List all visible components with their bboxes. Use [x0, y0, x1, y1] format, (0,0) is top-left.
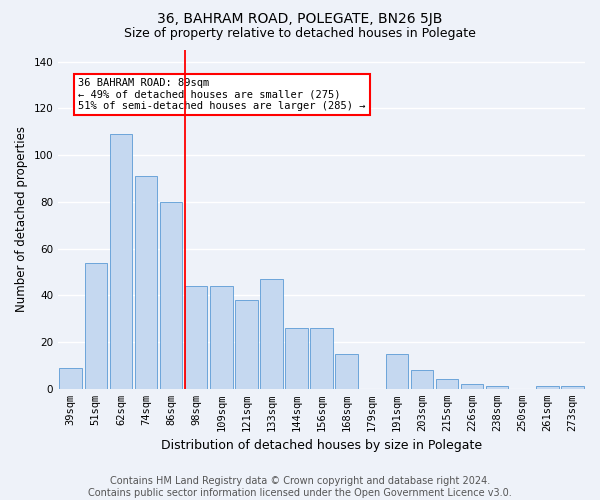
Bar: [285, 328, 308, 389]
Text: Contains HM Land Registry data © Crown copyright and database right 2024.
Contai: Contains HM Land Registry data © Crown c…: [88, 476, 512, 498]
Bar: [110, 134, 132, 389]
Bar: [410, 370, 433, 389]
Bar: [461, 384, 484, 389]
Text: Size of property relative to detached houses in Polegate: Size of property relative to detached ho…: [124, 28, 476, 40]
Bar: [185, 286, 208, 389]
Bar: [160, 202, 182, 389]
Bar: [134, 176, 157, 389]
Bar: [335, 354, 358, 389]
Bar: [235, 300, 257, 389]
Text: 36, BAHRAM ROAD, POLEGATE, BN26 5JB: 36, BAHRAM ROAD, POLEGATE, BN26 5JB: [157, 12, 443, 26]
Bar: [85, 262, 107, 389]
Bar: [59, 368, 82, 389]
Bar: [310, 328, 333, 389]
Bar: [536, 386, 559, 389]
Bar: [436, 380, 458, 389]
Bar: [561, 386, 584, 389]
Bar: [386, 354, 408, 389]
Bar: [260, 279, 283, 389]
Bar: [486, 386, 508, 389]
Bar: [210, 286, 233, 389]
Text: 36 BAHRAM ROAD: 89sqm
← 49% of detached houses are smaller (275)
51% of semi-det: 36 BAHRAM ROAD: 89sqm ← 49% of detached …: [78, 78, 366, 111]
Y-axis label: Number of detached properties: Number of detached properties: [15, 126, 28, 312]
X-axis label: Distribution of detached houses by size in Polegate: Distribution of detached houses by size …: [161, 440, 482, 452]
